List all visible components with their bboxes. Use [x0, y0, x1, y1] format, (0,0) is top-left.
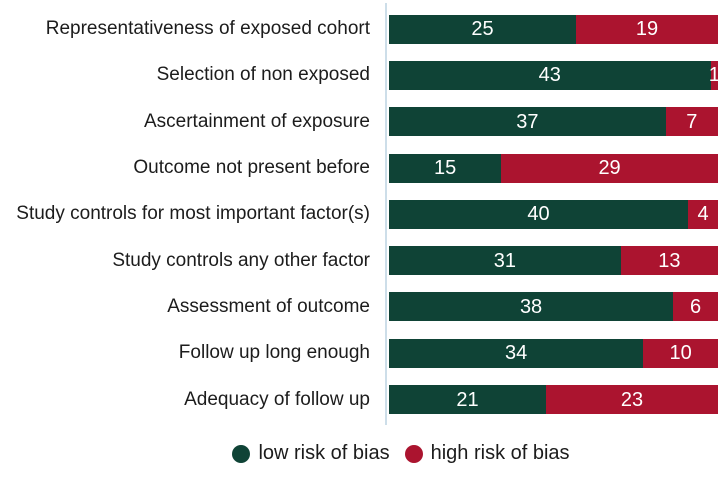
bar-value-label: 1 — [708, 64, 718, 87]
bar-segment-high-risk: 13 — [620, 246, 718, 276]
bar-value-label: 19 — [635, 18, 659, 41]
chart-row: Study controls for most important factor… — [0, 191, 718, 237]
bar-rows: Representativeness of exposed cohort 25 19… — [0, 6, 718, 423]
chart-row: Study controls any other factor 31 13 — [0, 237, 718, 283]
bar-segment-high-risk: 4 — [688, 199, 718, 229]
category-label: Selection of non exposed — [156, 64, 370, 86]
bar-value-label: 38 — [519, 295, 543, 318]
bar-segment-low-risk: 40 — [389, 199, 689, 229]
bar-segment-high-risk: 23 — [546, 385, 718, 415]
bar-segment-low-risk: 34 — [389, 338, 644, 368]
bar-value-label: 6 — [689, 295, 702, 318]
legend-label-high-risk: high risk of bias — [430, 442, 570, 464]
bar-track: 38 6 — [389, 292, 718, 322]
bar-segment-high-risk: 7 — [665, 107, 718, 137]
chart-row: Representativeness of exposed cohort 25 19 — [0, 6, 718, 52]
bar-segment-high-risk: 29 — [501, 153, 718, 183]
bar-segment-high-risk: 6 — [673, 292, 718, 322]
bar-value-label: 43 — [538, 64, 561, 87]
legend-item-low-risk: low risk of bias — [232, 442, 390, 465]
category-label: Outcome not present before — [133, 157, 370, 179]
bar-value-label: 40 — [527, 203, 550, 226]
bar-track: 31 13 — [389, 246, 718, 276]
bar-value-label: 10 — [669, 342, 692, 365]
category-label: Follow up long enough — [178, 342, 370, 364]
y-axis-line — [385, 3, 387, 425]
chart-row: Adequacy of follow up 21 23 — [0, 376, 718, 422]
bar-segment-low-risk: 37 — [389, 107, 666, 137]
bar-track: 15 29 — [389, 153, 718, 183]
chart-row: Ascertainment of exposure 37 7 — [0, 99, 718, 145]
bar-segment-low-risk: 21 — [389, 385, 547, 415]
bar-track: 40 4 — [389, 199, 718, 229]
bar-value-label: 21 — [456, 388, 479, 411]
bar-value-label: 15 — [433, 157, 457, 180]
bar-track: 34 10 — [389, 338, 718, 368]
chart-row: Follow up long enough 34 10 — [0, 330, 718, 376]
bar-segment-low-risk: 31 — [389, 246, 621, 276]
bar-value-label: 37 — [516, 110, 539, 133]
bar-value-label: 23 — [620, 388, 644, 411]
bar-track: 21 23 — [389, 385, 718, 415]
bar-value-label: 29 — [598, 157, 621, 180]
bar-track: 25 19 — [389, 14, 718, 44]
bar-value-label: 7 — [686, 110, 698, 133]
legend-item-high-risk: high risk of bias — [404, 442, 570, 465]
bar-value-label: 34 — [504, 342, 528, 365]
chart-row: Outcome not present before 15 29 — [0, 145, 718, 191]
bar-value-label: 25 — [471, 18, 494, 41]
chart-row: Selection of non exposed 43 1 — [0, 52, 718, 98]
high-risk-swatch-icon — [404, 444, 423, 463]
bar-segment-low-risk: 15 — [389, 153, 502, 183]
bar-segment-low-risk: 38 — [389, 292, 674, 322]
bar-segment-high-risk: 10 — [643, 338, 718, 368]
bar-track: 43 1 — [389, 60, 718, 90]
category-label: Adequacy of follow up — [184, 388, 370, 410]
legend-label-low-risk: low risk of bias — [258, 442, 390, 464]
bar-value-label: 13 — [658, 249, 681, 272]
category-label: Study controls any other factor — [112, 249, 370, 271]
category-label: Study controls for most important factor… — [16, 203, 370, 225]
bar-segment-low-risk: 25 — [389, 14, 576, 44]
bar-value-label: 31 — [493, 249, 517, 272]
category-label: Ascertainment of exposure — [143, 110, 370, 132]
bar-value-label: 4 — [697, 203, 709, 226]
bar-segment-high-risk: 19 — [575, 14, 718, 44]
low-risk-swatch-icon — [232, 444, 251, 463]
legend: low risk of bias high risk of bias — [84, 442, 718, 465]
chart-row: Assessment of outcome 38 6 — [0, 284, 718, 330]
chart-area: Representativeness of exposed cohort 25 19… — [0, 3, 718, 425]
category-label: Assessment of outcome — [167, 295, 370, 317]
bar-track: 37 7 — [389, 107, 718, 137]
bar-segment-low-risk: 43 — [389, 60, 711, 90]
bar-segment-high-risk: 1 — [708, 60, 718, 90]
category-label: Representativeness of exposed cohort — [45, 18, 370, 40]
